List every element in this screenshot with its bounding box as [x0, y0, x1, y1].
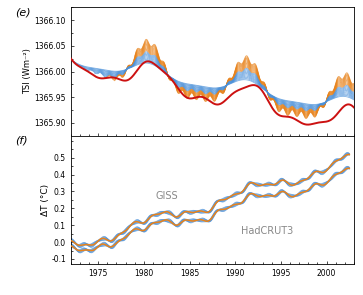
Text: (f): (f) [16, 136, 28, 146]
Y-axis label: ΔT (°C): ΔT (°C) [41, 184, 50, 216]
Text: GISS: GISS [155, 191, 178, 201]
Text: (e): (e) [16, 7, 31, 17]
Text: HadCRUT3: HadCRUT3 [241, 226, 293, 236]
Y-axis label: TSI (Wm⁻²): TSI (Wm⁻²) [23, 49, 32, 94]
